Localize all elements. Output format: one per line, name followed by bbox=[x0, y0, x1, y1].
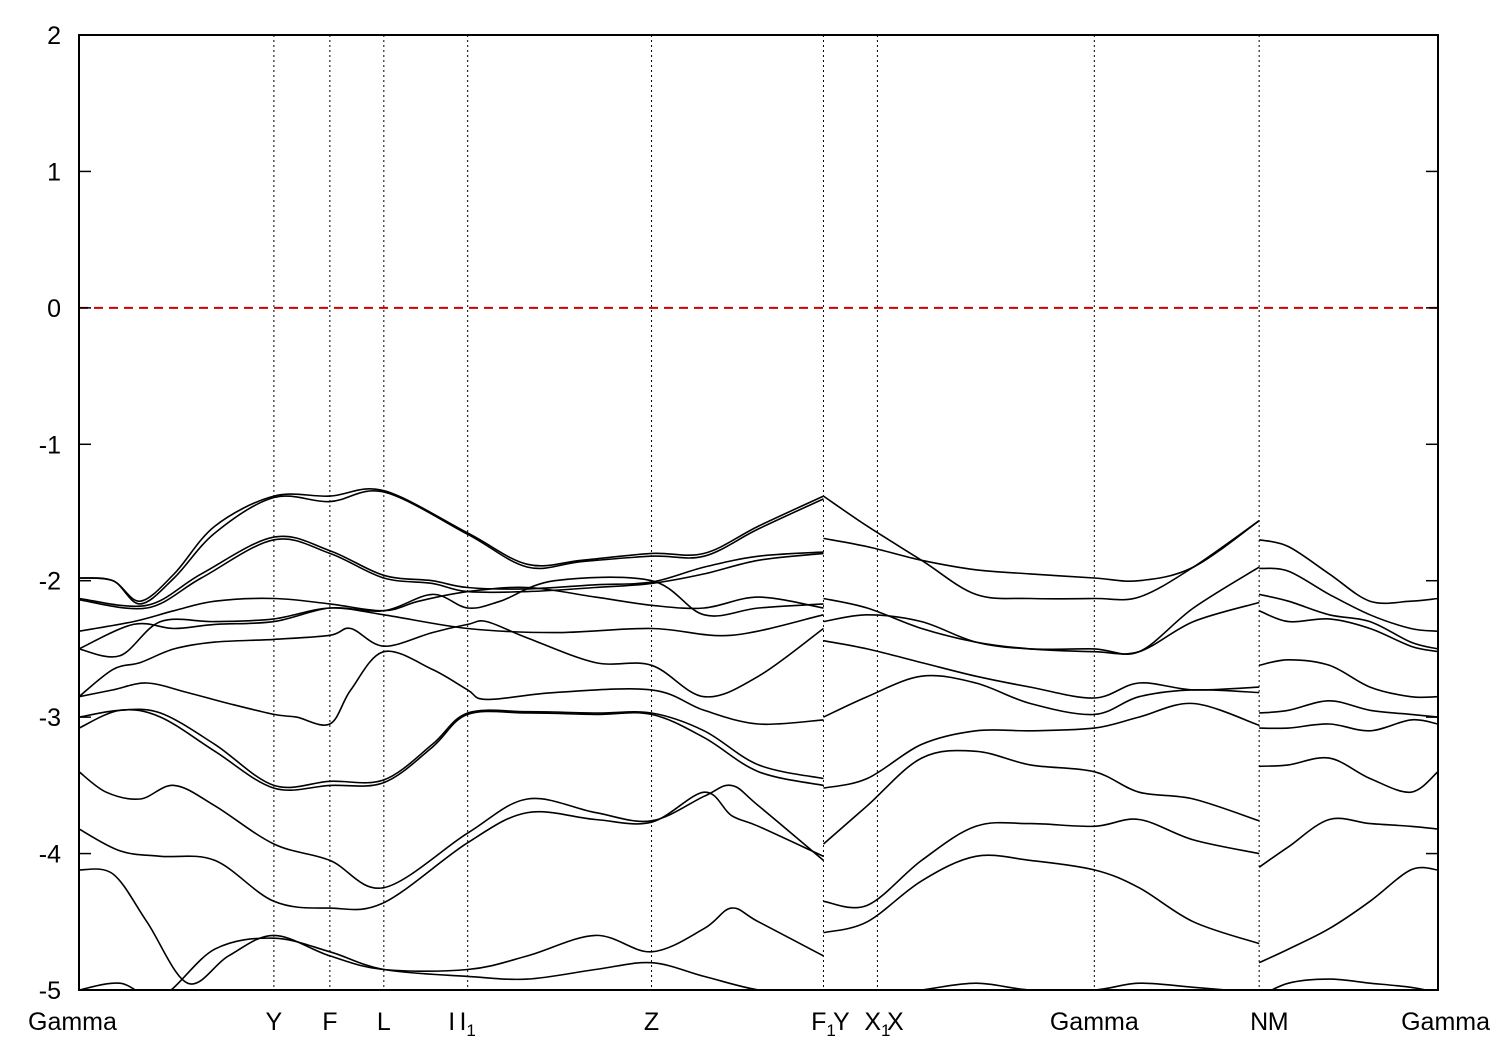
x-tick-label: M bbox=[1268, 1008, 1289, 1036]
band-line bbox=[79, 708, 824, 792]
band-line bbox=[1258, 609, 1438, 653]
band-line bbox=[1269, 978, 1430, 990]
x-tick-label: Z bbox=[644, 1008, 659, 1036]
band-line bbox=[79, 535, 824, 608]
band-line bbox=[1258, 866, 1438, 964]
band-line bbox=[79, 576, 824, 650]
y-tick-label: 2 bbox=[47, 22, 61, 50]
x-tick-label: F1 bbox=[811, 1008, 836, 1040]
band-line bbox=[79, 620, 824, 698]
high-symmetry-lines bbox=[273, 35, 1260, 990]
band-line bbox=[1258, 817, 1438, 868]
band-line bbox=[1259, 699, 1438, 718]
band-line bbox=[823, 639, 1260, 699]
band-line bbox=[79, 490, 824, 605]
band-line bbox=[79, 791, 824, 911]
x-tick-label: Y bbox=[266, 1008, 283, 1036]
band-line bbox=[915, 982, 1237, 990]
x-tick-label: L bbox=[377, 1008, 391, 1036]
y-axis: 2 1 0 -1 -2 -3 -4 -5 bbox=[39, 22, 1438, 1005]
x-tick-label: X bbox=[887, 1008, 904, 1036]
x-tick-label: Y bbox=[833, 1008, 850, 1036]
band-line bbox=[79, 708, 824, 789]
y-tick-label: -3 bbox=[39, 704, 61, 732]
band-line bbox=[823, 520, 1260, 582]
band-line bbox=[823, 566, 1260, 656]
band-line bbox=[79, 538, 824, 610]
band-line bbox=[79, 488, 824, 602]
x-axis: Gamma Y F L I I1 Z F1Y X1X Gamma N M Gamma bbox=[28, 1008, 1490, 1040]
y-tick-label: 1 bbox=[47, 158, 61, 186]
band-line bbox=[1259, 718, 1438, 732]
x-tick-label: I bbox=[448, 1008, 455, 1036]
x-tick-label: N bbox=[1250, 1008, 1268, 1036]
band-line bbox=[823, 818, 1260, 909]
x-tick-subscript: 1 bbox=[466, 1021, 475, 1040]
band-line bbox=[823, 702, 1260, 789]
band-line bbox=[823, 495, 1260, 601]
band-line bbox=[822, 749, 1260, 845]
band-line bbox=[823, 854, 1260, 945]
x-tick-label: X1 bbox=[864, 1008, 890, 1040]
band-line bbox=[79, 586, 824, 632]
y-tick-label: -5 bbox=[39, 977, 61, 1005]
band-line bbox=[1259, 756, 1438, 794]
x-tick-label: I1 bbox=[459, 1008, 475, 1040]
band-line bbox=[1259, 658, 1438, 699]
y-tick-label: -4 bbox=[39, 841, 61, 869]
y-tick-label: 0 bbox=[47, 295, 61, 323]
x-tick-label: Gamma bbox=[1050, 1008, 1139, 1036]
plot-frame bbox=[78, 34, 1439, 991]
band-line bbox=[79, 937, 764, 990]
y-tick-label: -2 bbox=[39, 568, 61, 596]
band-line bbox=[823, 674, 1260, 718]
band-line bbox=[79, 771, 825, 889]
band-line bbox=[1259, 539, 1438, 605]
band-line bbox=[79, 650, 824, 726]
x-tick-subscript: 1 bbox=[881, 1021, 890, 1040]
band-line bbox=[79, 607, 824, 658]
band-lines bbox=[79, 488, 1438, 990]
x-tick-label: F bbox=[322, 1008, 337, 1036]
band-line bbox=[79, 868, 824, 985]
band-line bbox=[1259, 567, 1438, 632]
x-tick-label: Gamma bbox=[1401, 1008, 1490, 1036]
x-tick-label: Gamma bbox=[28, 1008, 117, 1036]
band-line bbox=[1259, 593, 1438, 650]
y-tick-label: -1 bbox=[39, 431, 61, 459]
x-tick-subscript: 1 bbox=[826, 1021, 835, 1040]
